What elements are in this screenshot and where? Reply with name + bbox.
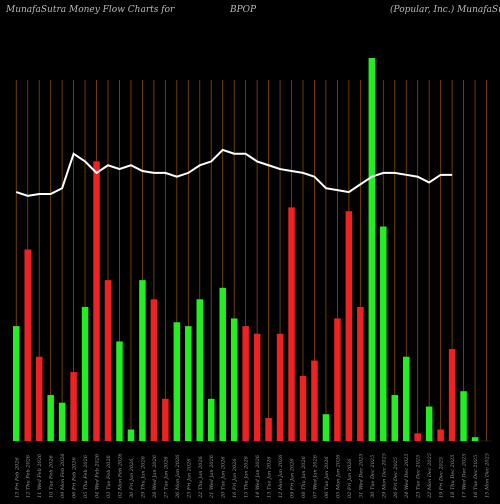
x-tick-label: 16 Tue Dec 2025 xyxy=(473,455,479,498)
x-tick-label: 22 Mon Dec 2025 xyxy=(427,453,433,499)
money-flow-bar xyxy=(219,287,226,441)
x-tick-label: 17 Wed Dec 2025 xyxy=(462,453,468,498)
x-tick-label: 19 Fri Dec 2025 xyxy=(439,457,445,498)
money-flow-bar xyxy=(345,211,353,441)
x-tick-label: 26 Mon Jan 2026 xyxy=(175,454,181,499)
money-flow-bar xyxy=(47,395,54,441)
header-title-left: MunafaSutra Money Flow Charts for xyxy=(5,5,175,15)
x-tick-label: 23 Tue Dec 2025 xyxy=(416,455,422,499)
money-flow-bar xyxy=(230,318,238,441)
x-tick-label: 08 Thu Jan 2026 xyxy=(301,455,307,498)
money-flow-bar xyxy=(288,207,295,441)
money-flow-bar xyxy=(460,391,467,441)
money-flow-bar xyxy=(185,326,192,441)
money-flow-bar xyxy=(368,58,376,441)
x-tick-label: 06 Fri Feb 2026 xyxy=(72,457,78,498)
x-tick-label: 24 Wed Dec 2025 xyxy=(404,453,410,499)
money-flow-bar xyxy=(127,429,135,441)
money-flow-bar xyxy=(24,249,31,441)
money-flow-bar xyxy=(81,306,89,441)
money-flow-bar xyxy=(93,161,100,441)
x-tick-label: 03 Tue Feb 2026 xyxy=(106,454,112,498)
x-tick-label: 18 Thu Dec 2025 xyxy=(450,455,456,498)
money-flow-bar xyxy=(150,299,158,441)
price-line xyxy=(15,148,453,197)
x-tick-label: 21 Wed Jan 2026 xyxy=(209,454,215,499)
x-tick-label: 26 Fri Dec 2025 xyxy=(393,457,399,499)
x-tick-label: 15 Mon Dec 2025 xyxy=(485,453,491,498)
x-tick-label: 11 Wed Feb 2026 xyxy=(37,453,43,498)
money-flow-bar xyxy=(425,406,433,441)
money-flow-bar xyxy=(139,280,146,441)
money-flow-bar xyxy=(58,402,66,441)
x-tick-label: 05 Thu Feb 2026 xyxy=(83,454,89,498)
money-flow-bar xyxy=(162,398,169,441)
money-flow-bar xyxy=(253,333,261,441)
money-flow-bar xyxy=(299,375,307,441)
x-tick-label: 30 Tue Dec 2025 xyxy=(370,455,376,498)
x-tick-label: 31 Wed Dec 2025 xyxy=(358,453,364,498)
money-flow-bar xyxy=(414,433,421,441)
money-flow-bar xyxy=(196,299,204,441)
x-tick-label: 29 Thu Jan 2026 xyxy=(140,455,146,499)
x-tick-label: 12 Mon Jan 2026 xyxy=(278,454,284,498)
x-tick-label: 23 Fri Jan 2026 xyxy=(186,458,192,499)
x-tick-label: 12 Thu Feb 2026 xyxy=(26,454,32,498)
x-tick-label: 10 Tue Feb 2026 xyxy=(49,454,55,498)
x-tick-label: 16 Fri Jan 2026 xyxy=(232,458,238,498)
money-flow-bar xyxy=(380,226,387,441)
money-flow-bar xyxy=(391,395,399,441)
x-tick-label: 04 Wed Feb 2026 xyxy=(95,453,101,498)
money-flow-bar xyxy=(116,341,123,441)
money-flow-bar xyxy=(70,372,77,441)
x-tick-label: 06 Tue Jan 2026 xyxy=(324,456,330,498)
x-tick-label: 13 Fri Feb 2026 xyxy=(14,457,20,498)
x-tick-label: 09 Fri Jan 2026 xyxy=(290,458,296,498)
money-flow-bar xyxy=(471,437,479,441)
x-tick-label: 05 Mon Jan 2026 xyxy=(335,454,341,498)
header-company: (Popular, Inc.) MunafaSutra.com xyxy=(390,4,500,15)
x-tick-label: 20 Tue Jan 2026 xyxy=(221,456,227,499)
x-tick-label: 13 Tue Jan 2026 xyxy=(267,456,273,498)
x-tick-label: 14 Wed Jan 2026 xyxy=(255,454,261,498)
x-tick-label: 30 Fri Jan 2026 xyxy=(129,458,135,498)
x-tick-label: 27 Tue Jan 2026 xyxy=(163,456,169,499)
x-tick-label: 07 Wed Jan 2026 xyxy=(312,454,318,498)
money-flow-bar xyxy=(104,280,112,441)
money-flow-bar xyxy=(311,360,318,441)
x-tick-label: 28 Wed Jan 2026 xyxy=(152,454,158,499)
money-flow-bar xyxy=(448,349,456,441)
x-tick-label: 29 Mon Dec 2025 xyxy=(381,453,387,499)
money-flow-bar xyxy=(322,414,330,441)
x-tick-labels: 13 Fri Feb 2026 12 Thu Feb 2026 11 Wed Feb… xyxy=(14,453,490,499)
money-flow-bar xyxy=(276,333,284,441)
x-tick-label: 15 Thu Jan 2026 xyxy=(244,455,250,498)
money-flow-bar xyxy=(35,356,43,441)
x-tick-label: 09 Mon Feb 2026 xyxy=(60,453,66,498)
money-flow-bar xyxy=(265,418,272,441)
header-symbol: BPOP xyxy=(229,5,257,15)
money-flow-bar xyxy=(173,322,181,441)
money-flow-bar xyxy=(207,398,215,441)
x-tick-label: 22 Thu Jan 2026 xyxy=(198,455,204,499)
money-flow-bar xyxy=(242,326,249,441)
bar-layer xyxy=(13,58,479,441)
money-flow-bar xyxy=(334,318,341,441)
x-tick-label: 02 Fri Jan 2026 xyxy=(347,458,353,498)
money-flow-bar xyxy=(402,356,410,441)
money-flow-bar xyxy=(437,429,444,441)
money-flow-bar xyxy=(357,306,364,441)
money-flow-bar xyxy=(13,326,20,441)
line-layer xyxy=(15,148,453,197)
x-tick-label: 02 Mon Feb 2026 xyxy=(117,453,123,498)
